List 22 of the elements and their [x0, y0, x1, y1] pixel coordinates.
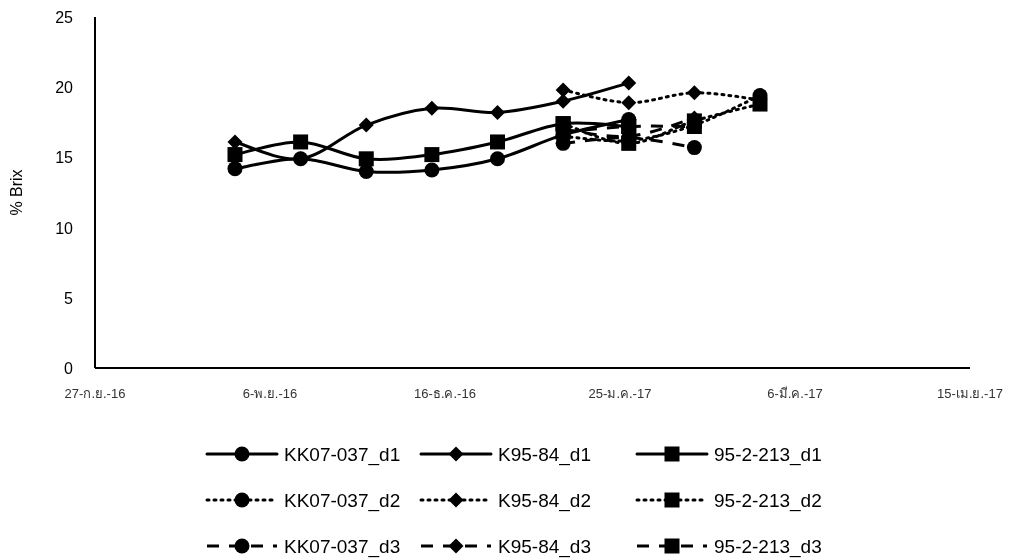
x-tick-label: 25-ม.ค.-17 [588, 386, 652, 401]
y-tick-label: 25 [55, 9, 74, 26]
legend-label: K95-84_d3 [498, 536, 591, 558]
y-tick-label: 0 [64, 360, 74, 377]
y-tick-label: 20 [55, 79, 74, 97]
legend-label: 95-2-213_d1 [714, 444, 822, 466]
legend-label: K95-84_d2 [498, 490, 591, 512]
x-tick-label: 6-มี.ค.-17 [767, 386, 823, 401]
legend-label: KK07-037_d3 [284, 536, 401, 558]
legend-label: 95-2-213_d2 [714, 490, 822, 512]
y-tick-label: 5 [64, 289, 74, 307]
y-axis-title: % Brix [8, 169, 25, 216]
legend-label: K95-84_d1 [498, 444, 591, 466]
legend-label: KK07-037_d2 [284, 490, 401, 512]
y-tick-label: 10 [55, 219, 74, 237]
x-tick-label: 16-ธ.ค.-16 [414, 386, 476, 401]
legend-label: 95-2-213_d3 [714, 536, 822, 558]
x-tick-label: 15-เม.ย.-17 [937, 386, 1003, 401]
y-tick-label: 15 [55, 149, 74, 167]
legend-label: KK07-037_d1 [284, 444, 401, 466]
x-tick-label: 6-พ.ย.-16 [242, 386, 298, 401]
x-tick-label: 27-ก.ย.-16 [64, 386, 126, 401]
